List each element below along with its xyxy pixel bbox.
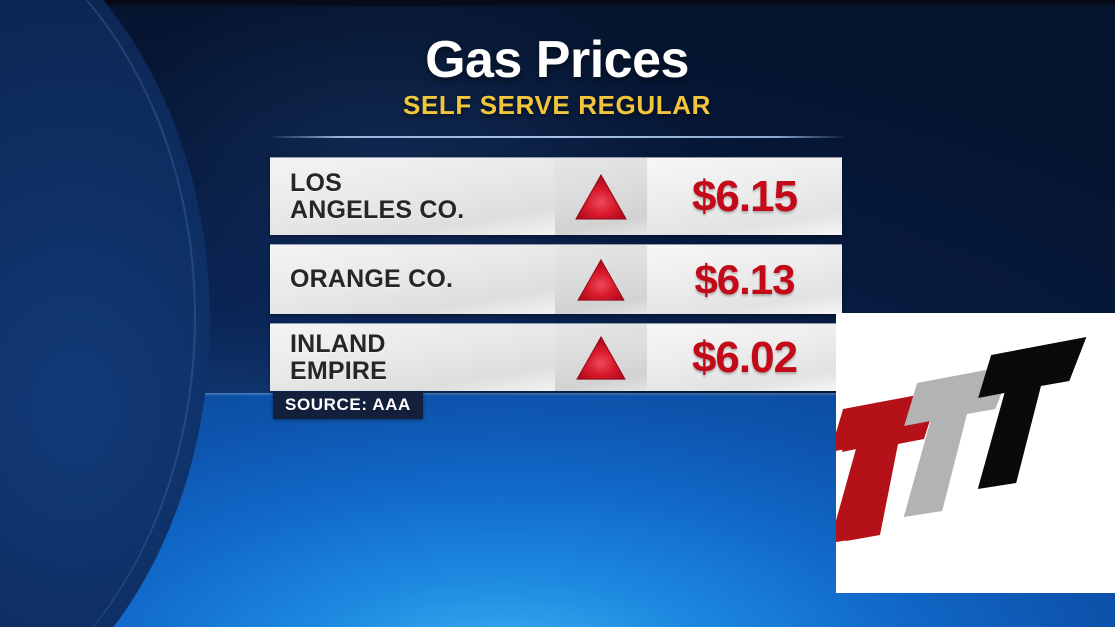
row-trend-cell xyxy=(555,245,647,314)
county-name-line2: EMPIRE xyxy=(290,356,388,385)
header-divider xyxy=(272,136,844,138)
graphic-header: Gas Prices SELF SERVE REGULAR xyxy=(272,31,842,121)
row-county-cell: INLAND EMPIRE xyxy=(270,324,555,391)
row-price-cell: $6.02 xyxy=(647,324,842,391)
triangle-up-icon xyxy=(577,258,625,301)
row-trend-cell xyxy=(555,158,647,235)
table-row: LOS ANGELES CO. $6.15 xyxy=(270,157,842,235)
station-logo-mark xyxy=(836,337,1087,543)
price-value: $6.13 xyxy=(694,255,795,303)
price-value: $6.02 xyxy=(691,332,798,382)
county-name-line1: INLAND xyxy=(290,330,386,358)
gas-price-table: LOS ANGELES CO. $6.15 xyxy=(270,157,842,391)
left-arc-decoration xyxy=(0,0,330,627)
county-name: ORANGE CO. xyxy=(290,265,454,294)
logo-letter-t-red xyxy=(836,391,939,543)
background-blue-floor-edge xyxy=(0,393,1115,396)
county-name-line1: LOS xyxy=(290,169,342,197)
price-value: $6.15 xyxy=(691,171,798,221)
row-trend-cell xyxy=(555,324,647,391)
row-county-cell: LOS ANGELES CO. xyxy=(270,158,555,235)
logo-letter-t-black xyxy=(977,337,1087,489)
triangle-up-icon xyxy=(576,335,626,380)
arc-highlight-edge xyxy=(0,0,196,627)
county-name-line2: ANGELES CO. xyxy=(290,195,465,224)
page-title: Gas Prices xyxy=(425,31,689,89)
table-row: INLAND EMPIRE $6.02 xyxy=(270,323,842,391)
letterbox-top-bar xyxy=(0,0,1115,7)
county-name: INLAND EMPIRE xyxy=(290,331,387,384)
source-badge: SOURCE: AAA xyxy=(273,392,423,419)
page-subtitle: SELF SERVE REGULAR xyxy=(403,90,711,121)
county-name: LOS ANGELES CO. xyxy=(290,170,464,223)
logo-letter-t-gray xyxy=(903,365,1013,517)
row-county-cell: ORANGE CO. xyxy=(270,245,555,314)
row-price-cell: $6.13 xyxy=(647,245,842,314)
station-logo xyxy=(836,313,1115,593)
row-price-cell: $6.15 xyxy=(647,158,842,235)
table-row: ORANGE CO. $6.13 xyxy=(270,244,842,314)
triangle-up-icon xyxy=(575,173,627,219)
